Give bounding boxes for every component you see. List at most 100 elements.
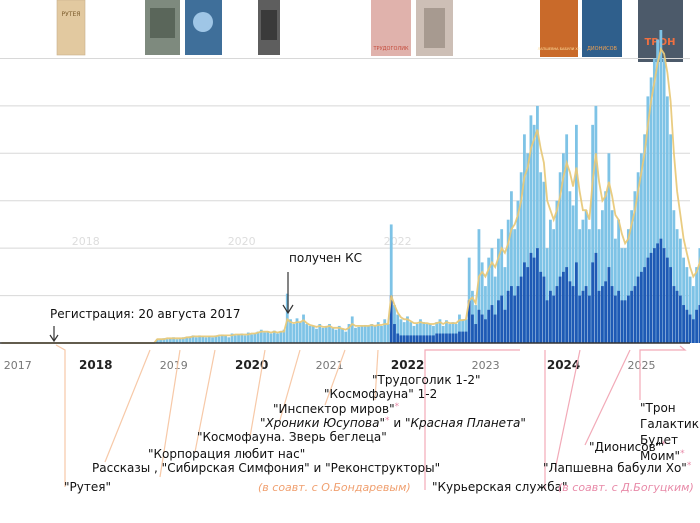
book-cover-khroniki [258, 0, 280, 55]
total-bar [613, 238, 617, 343]
star-mark: * [395, 402, 400, 412]
sub-bar [646, 257, 650, 343]
total-bar [272, 330, 276, 343]
total-bar [539, 172, 543, 343]
total-bar [464, 319, 468, 343]
total-bar [230, 333, 234, 343]
total-bar [383, 319, 387, 343]
total-bar [503, 267, 507, 343]
total-bar [259, 329, 263, 343]
total-bar [656, 39, 660, 343]
sub-bar [575, 262, 578, 343]
star-mark: * [661, 440, 666, 450]
sub-bar [613, 295, 617, 343]
total-bar [233, 335, 237, 343]
khroniki-and: и [390, 416, 405, 430]
pointer-tron [639, 345, 687, 400]
inspektor-annotation: "Инспектор миров"* [273, 402, 400, 416]
sub-bar [406, 335, 409, 343]
total-bar [445, 320, 448, 343]
total-bar [480, 262, 484, 343]
total-bar [659, 30, 663, 343]
sub-bar [558, 276, 562, 343]
tron-line-1: "Трон [640, 401, 676, 415]
sub-bar [552, 295, 556, 343]
annotation-arrows [49, 272, 294, 343]
total-bar [246, 332, 250, 343]
total-bar [584, 210, 588, 343]
sub-bar [649, 252, 653, 343]
total-bar [678, 238, 682, 343]
total-bar [542, 181, 546, 343]
total-bar [578, 229, 582, 343]
sub-bar [448, 333, 452, 343]
sub-bar [675, 290, 679, 343]
sub-bar [497, 300, 500, 343]
total-bar [253, 333, 257, 343]
total-bar [337, 325, 341, 343]
x-tick-label: 2022 [391, 358, 424, 372]
sub-bar [425, 335, 429, 343]
sub-bar [617, 290, 621, 343]
total-bar [604, 191, 608, 343]
total-bar [370, 324, 374, 343]
lapshevna-title: "Лапшевна бабули Хо" [543, 461, 687, 475]
total-bar [188, 336, 192, 343]
registration-annotation: Регистрация: 20 августа 2017 [50, 307, 241, 321]
total-bar [562, 153, 565, 343]
sub-bar [519, 276, 523, 343]
sub-bar [610, 286, 614, 343]
total-bar [607, 153, 611, 343]
total-bar [620, 248, 624, 343]
sub-bar [695, 309, 698, 343]
sub-bar [523, 262, 526, 343]
sub-bar [597, 290, 601, 343]
total-bar [438, 319, 442, 343]
book-cover-trudogolik-2 [416, 0, 453, 56]
total-bar [240, 333, 244, 343]
pointer-rutea [55, 344, 66, 487]
total-bar [422, 322, 426, 343]
book-cover-dionisov: ДИОНИСОВ [582, 0, 622, 57]
sub-bar [503, 309, 507, 343]
total-bar [552, 229, 556, 343]
total-bar [220, 334, 224, 343]
total-bar [519, 172, 523, 343]
sub-bar [620, 300, 624, 343]
sub-bar [441, 333, 445, 343]
total-bar [305, 324, 309, 343]
total-bar [308, 325, 312, 343]
total-bar [155, 339, 159, 343]
total-bar [175, 339, 179, 343]
sub-bar [490, 305, 494, 343]
total-bar [243, 335, 247, 343]
total-bar [428, 324, 432, 343]
sub-bar [493, 314, 497, 343]
sub-bar [685, 309, 689, 343]
total-bar [347, 324, 351, 343]
star-mark: * [680, 449, 685, 459]
total-bar [409, 322, 413, 343]
ghost-year-label: 2022 [384, 235, 412, 248]
total-bar [292, 324, 296, 343]
book-cover-lapshevna: ЛАПШЕВНА БАБУЛИ ХО [538, 0, 581, 57]
sub-bar [682, 305, 685, 343]
total-bar [289, 319, 292, 343]
total-bar [623, 248, 627, 343]
sub-bar [639, 271, 643, 343]
sub-bar [419, 335, 422, 343]
total-bar [575, 124, 578, 344]
sub-bar [451, 333, 455, 343]
total-bar [506, 219, 510, 343]
total-bar [419, 319, 422, 343]
sub-bar [659, 238, 663, 343]
pointer-kosmo12 [324, 349, 346, 406]
pointer-kurier [424, 349, 520, 490]
sub-bar [656, 243, 660, 343]
tron-line-4: Моим" [640, 449, 680, 463]
sub-bar [480, 314, 484, 343]
total-bar [363, 324, 367, 343]
total-bar [695, 267, 698, 343]
total-bar [484, 286, 487, 343]
total-bar [269, 333, 273, 343]
